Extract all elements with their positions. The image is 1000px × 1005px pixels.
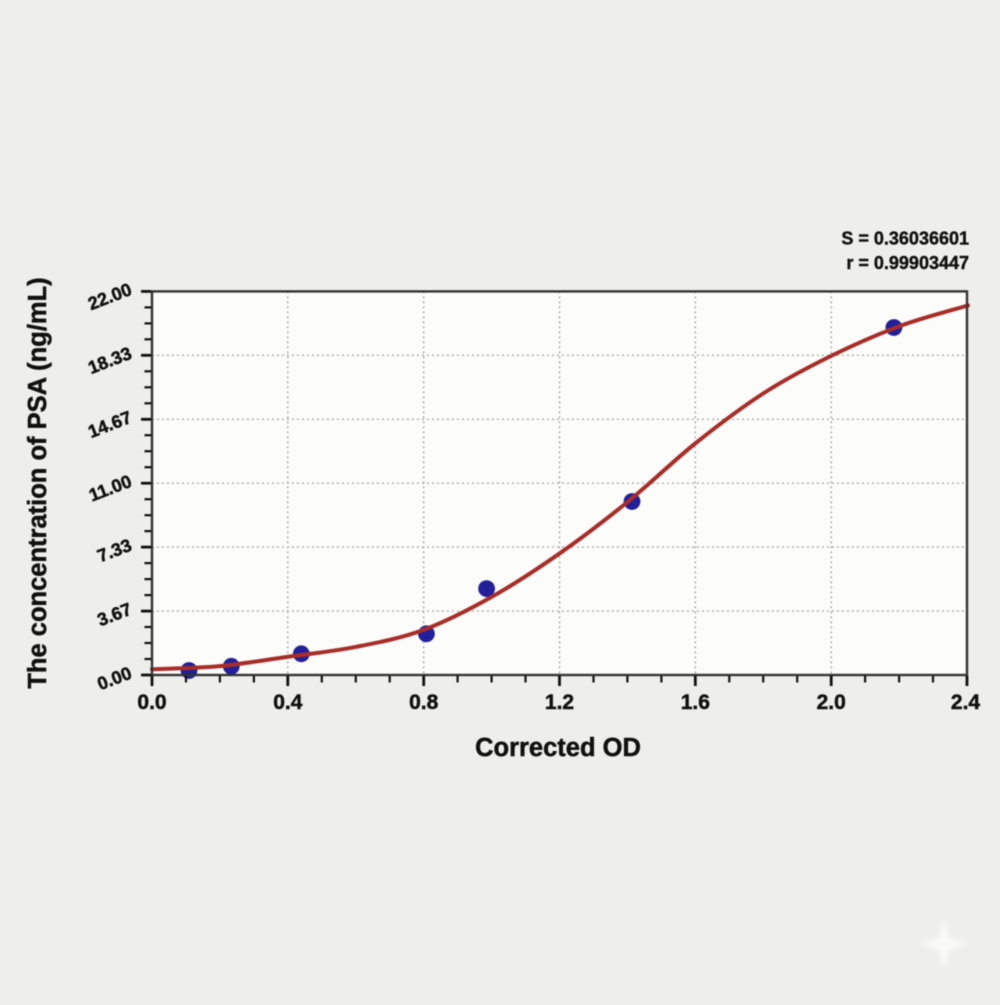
- svg-text:2.4: 2.4: [951, 691, 981, 714]
- svg-text:The concentration of PSA (ng/m: The concentration of PSA (ng/mL): [24, 277, 52, 688]
- svg-text:0.8: 0.8: [409, 691, 439, 714]
- svg-text:0.0: 0.0: [137, 691, 166, 714]
- svg-text:1.6: 1.6: [681, 691, 710, 714]
- svg-text:2.0: 2.0: [817, 691, 846, 714]
- svg-text:r = 0.99903447: r = 0.99903447: [846, 253, 969, 273]
- svg-text:0.4: 0.4: [273, 691, 303, 714]
- svg-text:1.2: 1.2: [545, 691, 574, 714]
- svg-text:Corrected OD: Corrected OD: [475, 734, 641, 762]
- svg-text:S = 0.36036601: S = 0.36036601: [841, 229, 969, 249]
